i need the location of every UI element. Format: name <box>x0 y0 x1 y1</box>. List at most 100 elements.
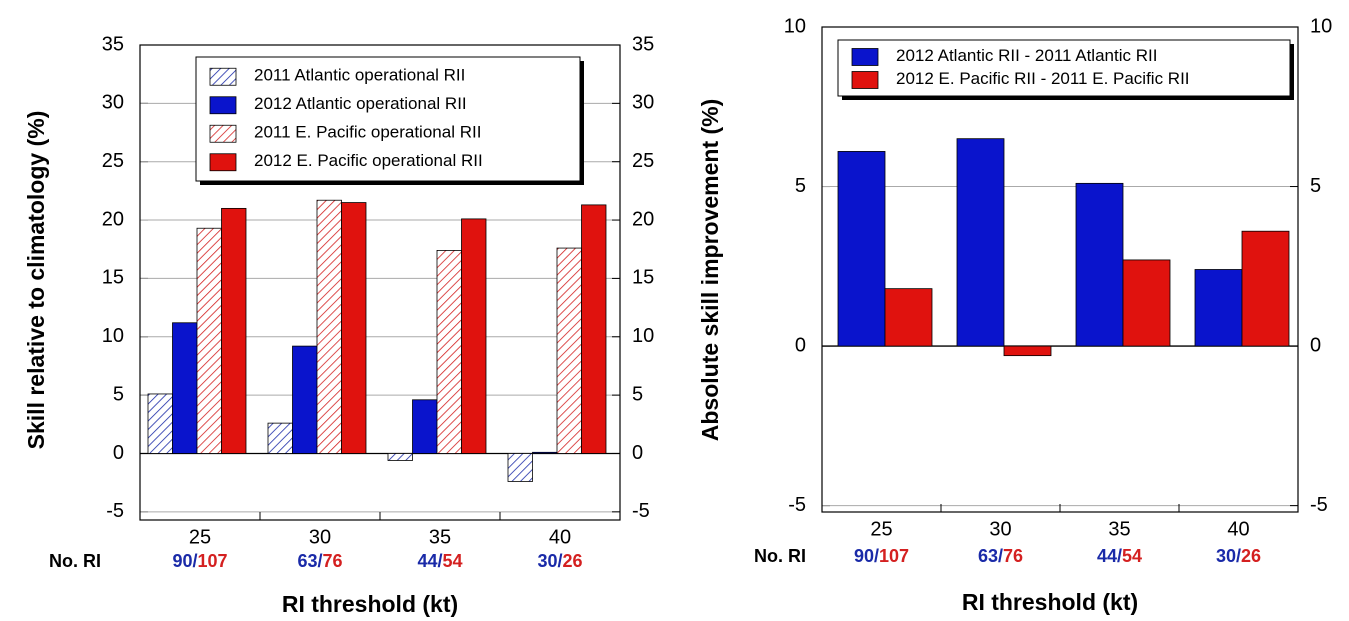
y-axis-label: Absolute skill improvement (%) <box>697 99 723 442</box>
ri-count-separator: / <box>1236 546 1241 566</box>
y-tick-label: 0 <box>795 334 806 356</box>
legend-swatch <box>209 153 237 172</box>
bar <box>837 151 886 347</box>
y2-tick-label: 20 <box>632 208 654 230</box>
y-tick-label: 10 <box>102 325 124 347</box>
ri-count: 44/54 <box>417 551 462 571</box>
y-tick-label: 25 <box>102 150 124 172</box>
y-tick-label: 20 <box>102 208 124 230</box>
x-tick-label: 30 <box>989 518 1011 540</box>
bar <box>341 202 367 454</box>
ri-count-separator: / <box>192 551 197 571</box>
y2-tick-label: 15 <box>632 267 654 289</box>
bar <box>556 247 582 454</box>
legend-label: 2012 Atlantic RII - 2011 Atlantic RII <box>896 46 1157 65</box>
bar <box>956 138 1005 347</box>
bar <box>196 227 222 454</box>
bar <box>461 218 487 454</box>
plot-frame <box>139 44 621 521</box>
y2-tick-label: 35 <box>632 33 654 55</box>
y-tick-label: 35 <box>102 33 124 55</box>
ri-count: 30/26 <box>1216 546 1261 566</box>
bar <box>221 207 247 454</box>
bar <box>1241 230 1290 347</box>
y-tick-label: -5 <box>106 500 124 522</box>
y-tick-label: 10 <box>784 15 806 37</box>
x-tick-label: 35 <box>1108 518 1130 540</box>
bar <box>1194 269 1243 347</box>
x-tick-label: 25 <box>189 526 211 548</box>
y-tick-label: 5 <box>795 175 806 197</box>
y-axis-label: Skill relative to climatology (%) <box>23 111 49 450</box>
bar <box>1003 345 1052 357</box>
plot-frame <box>821 26 1299 513</box>
y2-tick-label: -5 <box>1310 494 1328 516</box>
ri-count-label: No. RI <box>49 551 101 571</box>
x-tick-label: 25 <box>870 518 892 540</box>
ri-count-pacific: 54 <box>1122 546 1142 566</box>
ri-count-pacific: 107 <box>879 546 909 566</box>
legend-label: 2011 E. Pacific operational RII <box>254 123 481 142</box>
legend-box <box>195 56 581 182</box>
ri-count-separator: / <box>437 551 442 571</box>
x-axis-label: RI threshold (kt) <box>962 589 1138 615</box>
ri-count-atlantic: 44 <box>1097 546 1117 566</box>
bar <box>507 453 533 482</box>
y2-tick-label: 5 <box>1310 175 1321 197</box>
x-tick-label: 40 <box>1227 518 1249 540</box>
y-tick-label: 30 <box>102 92 124 114</box>
y2-tick-label: 10 <box>1310 15 1332 37</box>
y2-tick-label: 5 <box>632 383 643 405</box>
ri-count-pacific: 54 <box>443 551 463 571</box>
y-tick-label: 15 <box>102 267 124 289</box>
ri-count-pacific: 26 <box>1241 546 1261 566</box>
legend-label: 2012 E. Pacific RII - 2011 E. Pacific RI… <box>896 69 1190 88</box>
ri-count-separator: / <box>317 551 322 571</box>
bar <box>147 393 173 454</box>
bar <box>387 453 413 461</box>
ri-count-atlantic: 63 <box>978 546 998 566</box>
ri-count: 44/54 <box>1097 546 1142 566</box>
bar <box>316 199 342 454</box>
ri-count-atlantic: 44 <box>417 551 437 571</box>
legend-swatch <box>851 71 879 89</box>
x-tick-label: 35 <box>429 526 451 548</box>
bar <box>412 399 438 454</box>
ri-count-separator: / <box>1117 546 1122 566</box>
y2-tick-label: 30 <box>632 92 654 114</box>
y2-tick-label: 10 <box>632 325 654 347</box>
bar <box>1075 182 1124 347</box>
ri-count-pacific: 26 <box>563 551 583 571</box>
ri-count-pacific: 76 <box>1003 546 1023 566</box>
x-tick-label: 30 <box>309 526 331 548</box>
bar <box>267 422 293 454</box>
ri-count-pacific: 76 <box>323 551 343 571</box>
bar <box>532 451 558 454</box>
ri-count-atlantic: 90 <box>172 551 192 571</box>
bar <box>581 204 607 454</box>
ri-count-label: No. RI <box>754 546 806 566</box>
ri-count: 90/107 <box>172 551 227 571</box>
ri-count-atlantic: 30 <box>1216 546 1236 566</box>
legend-swatch <box>851 48 879 66</box>
x-axis-label: RI threshold (kt) <box>282 591 458 617</box>
y-tick-label: 0 <box>113 442 124 464</box>
x-tick-label: 40 <box>549 526 571 548</box>
ri-count-pacific: 107 <box>198 551 228 571</box>
legend-swatch <box>209 96 237 115</box>
y2-tick-label: -5 <box>632 500 650 522</box>
legend-label: 2012 E. Pacific operational RII <box>254 151 483 170</box>
ri-count: 63/76 <box>297 551 342 571</box>
legend-label: 2012 Atlantic operational RII <box>254 94 467 113</box>
bar <box>436 250 462 454</box>
ri-count-separator: / <box>557 551 562 571</box>
legend-box <box>837 39 1291 97</box>
legend-swatch <box>209 67 237 86</box>
ri-count-separator: / <box>874 546 879 566</box>
y2-tick-label: 25 <box>632 150 654 172</box>
bar <box>884 288 933 347</box>
ri-count-atlantic: 63 <box>297 551 317 571</box>
legend-label: 2011 Atlantic operational RII <box>254 66 465 85</box>
